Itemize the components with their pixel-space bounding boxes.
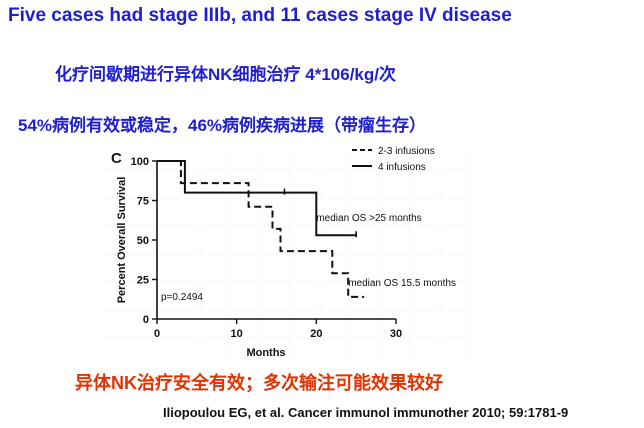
chart-annotation: median OS 15.5 months	[348, 278, 456, 289]
y-tick-label: 100	[131, 156, 149, 168]
chart-gridlines	[100, 150, 471, 365]
panel-label: C	[111, 150, 122, 167]
survival-series-2	[157, 160, 357, 237]
slide-title: Five cases had stage IIIb, and 11 cases …	[8, 5, 512, 26]
chart-annotations: median OS >25 months median OS 15.5 month…	[161, 213, 456, 303]
conclusion-text: 异体NK治疗安全有效；多次输注可能效果较好	[75, 373, 443, 393]
chart-annotation: median OS >25 months	[316, 213, 421, 224]
citation: Iliopoulou EG, et al. Cancer immunol imm…	[163, 405, 569, 420]
response-rate-line: 54%病例有效或稳定，46%病例疾病进展（带瘤生存）	[18, 116, 427, 135]
chart-plot-area	[157, 160, 365, 298]
chart-legend: 2-3 infusions 4 infusions	[352, 146, 435, 173]
chart-axes: 0 10 20 30 0 25 50 75 100	[131, 156, 402, 340]
x-tick-label: 0	[154, 328, 160, 340]
legend-label: 4 infusions	[378, 162, 426, 173]
x-tick-label: 10	[231, 328, 243, 340]
y-tick-label: 50	[137, 235, 149, 247]
y-tick-label: 0	[143, 314, 149, 326]
survival-series-1	[157, 160, 365, 298]
y-tick-label: 75	[137, 196, 149, 208]
y-tick-label: 25	[137, 275, 149, 287]
x-tick-label: 20	[310, 328, 322, 340]
y-axis-label: Percent Overall Survival	[116, 177, 128, 304]
x-tick-label: 30	[390, 328, 402, 340]
treatment-dose-line: 化疗间歇期进行异体NK细胞治疗 4*106/kg/次	[55, 65, 396, 84]
legend-label: 2-3 infusions	[378, 146, 435, 157]
x-axis-label: Months	[246, 347, 285, 359]
chart-annotation: p=0.2494	[161, 292, 203, 303]
